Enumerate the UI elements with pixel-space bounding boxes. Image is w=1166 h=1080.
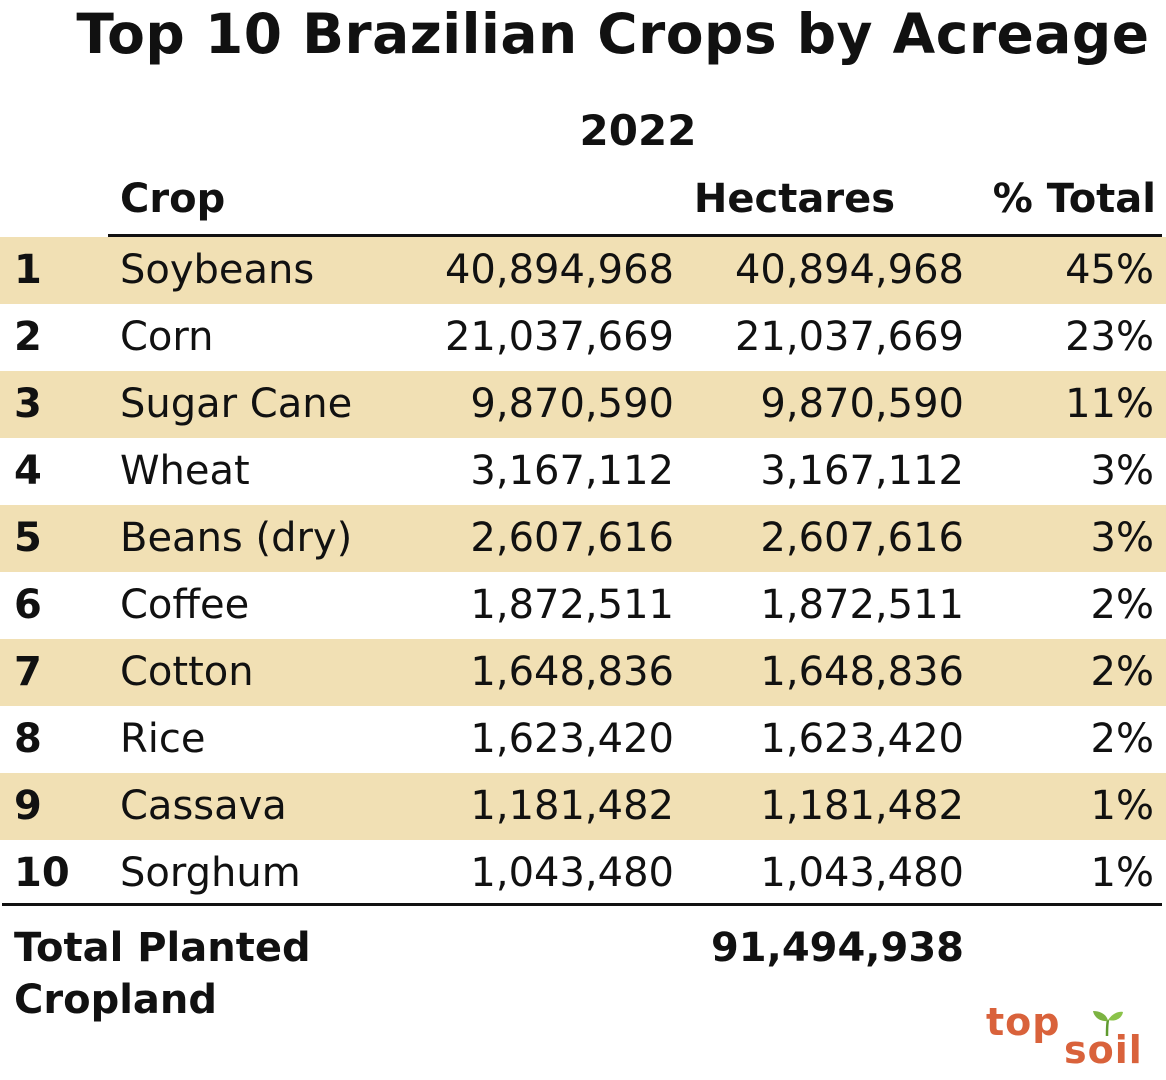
row-crop: Cassava [120, 783, 287, 829]
row-hectares: 1,181,482 [760, 783, 964, 829]
row-hectares: 21,037,669 [734, 314, 964, 360]
row-value: 1,623,420 [470, 716, 674, 762]
logo-word-top: top [986, 1000, 1061, 1044]
sprout-icon [1093, 1011, 1123, 1036]
table-row: 2 Corn 21,037,669 21,037,669 23% [0, 304, 1166, 371]
row-percent: 11% [1065, 381, 1154, 427]
row-rank: 5 [14, 515, 42, 561]
row-crop: Sorghum [120, 850, 301, 896]
row-hectares: 3,167,112 [760, 448, 964, 494]
row-hectares: 1,648,836 [760, 649, 964, 695]
row-hectares: 9,870,590 [760, 381, 964, 427]
header-divider [108, 234, 1162, 237]
table-row: 7 Cotton 1,648,836 1,648,836 2% [0, 639, 1166, 706]
table-row: 6 Coffee 1,872,511 1,872,511 2% [0, 572, 1166, 639]
chart-title: Top 10 Brazilian Crops by Acreage [76, 2, 1150, 66]
row-hectares: 1,872,511 [760, 582, 964, 628]
column-header-hectares: Hectares [693, 176, 895, 222]
total-value: 91,494,938 [710, 925, 964, 971]
logo-word-bottom: soil [1064, 1028, 1143, 1072]
table-row: 10 Sorghum 1,043,480 1,043,480 1% [0, 840, 1166, 907]
row-percent: 1% [1090, 783, 1154, 829]
row-rank: 8 [14, 716, 42, 762]
row-percent: 45% [1065, 247, 1154, 293]
row-hectares: 1,623,420 [760, 716, 964, 762]
row-value: 1,181,482 [470, 783, 674, 829]
row-value: 40,894,968 [444, 247, 674, 293]
row-hectares: 1,043,480 [760, 850, 964, 896]
row-value: 3,167,112 [470, 448, 674, 494]
column-header-percent-total: % Total [992, 176, 1156, 222]
table-body: 1 Soybeans 40,894,968 40,894,968 45% 2 Corn 21,… [0, 237, 1166, 907]
row-rank: 7 [14, 649, 42, 695]
row-crop: Wheat [120, 448, 250, 494]
row-value: 1,872,511 [470, 582, 674, 628]
row-rank: 9 [14, 783, 42, 829]
row-rank: 10 [14, 850, 70, 896]
row-percent: 2% [1090, 649, 1154, 695]
row-percent: 2% [1090, 716, 1154, 762]
table-row: 3 Sugar Cane 9,870,590 9,870,590 11% [0, 371, 1166, 438]
row-crop: Corn [120, 314, 214, 360]
row-hectares: 2,607,616 [760, 515, 964, 561]
row-value: 2,607,616 [470, 515, 674, 561]
year-header: 2022 [579, 106, 697, 155]
row-percent: 2% [1090, 582, 1154, 628]
table-row: 4 Wheat 3,167,112 3,167,112 3% [0, 438, 1166, 505]
row-percent: 3% [1090, 448, 1154, 494]
row-rank: 3 [14, 381, 42, 427]
row-crop: Sugar Cane [120, 381, 353, 427]
row-percent: 1% [1090, 850, 1154, 896]
row-percent: 3% [1090, 515, 1154, 561]
row-value: 9,870,590 [470, 381, 674, 427]
row-percent: 23% [1065, 314, 1154, 360]
total-divider [2, 903, 1162, 906]
row-crop: Beans (dry) [120, 515, 353, 561]
total-label: Total Planted Cropland [14, 925, 311, 1023]
table-row: 5 Beans (dry) 2,607,616 2,607,616 3% [0, 505, 1166, 572]
row-crop: Coffee [120, 582, 250, 628]
table-row: 9 Cassava 1,181,482 1,181,482 1% [0, 773, 1166, 840]
row-crop: Rice [120, 716, 206, 762]
topsoil-logo: top soil [986, 1000, 1156, 1075]
row-rank: 1 [14, 247, 42, 293]
row-rank: 4 [14, 448, 42, 494]
table-row: 1 Soybeans 40,894,968 40,894,968 45% [0, 237, 1166, 304]
row-crop: Cotton [120, 649, 254, 695]
row-crop: Soybeans [120, 247, 315, 293]
row-value: 1,648,836 [470, 649, 674, 695]
row-value: 1,043,480 [470, 850, 674, 896]
row-value: 21,037,669 [444, 314, 674, 360]
row-rank: 6 [14, 582, 42, 628]
table-row: 8 Rice 1,623,420 1,623,420 2% [0, 706, 1166, 773]
row-hectares: 40,894,968 [734, 247, 964, 293]
column-header-crop: Crop [120, 176, 226, 222]
row-rank: 2 [14, 314, 42, 360]
